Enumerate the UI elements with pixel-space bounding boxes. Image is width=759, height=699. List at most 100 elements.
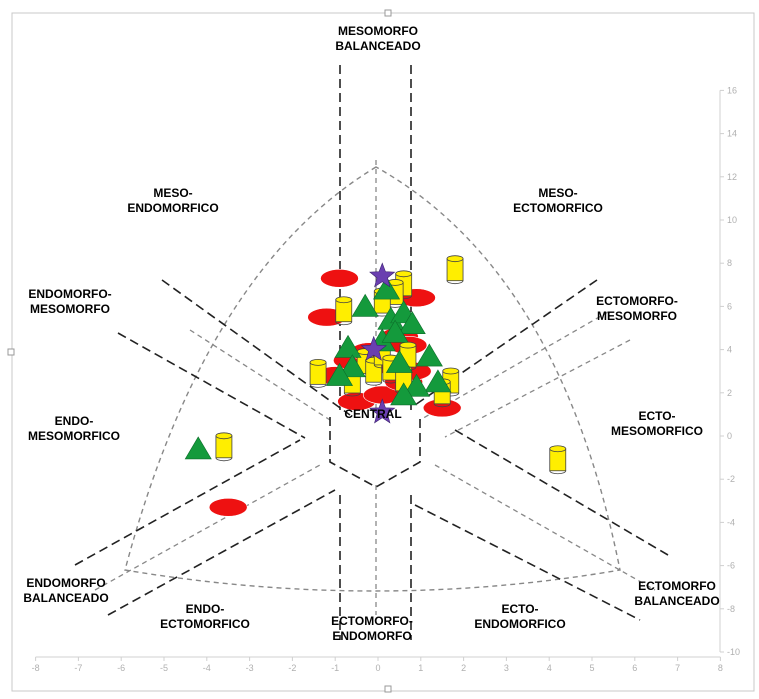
region-label-line: BALANCEADO bbox=[23, 591, 108, 605]
boundary-line bbox=[414, 504, 641, 621]
region-label-endomorfo-mesomorfo: ENDOMORFO-MESOMORFO bbox=[28, 287, 111, 316]
region-label-ecto-endomorfico: ECTO-ENDOMORFICO bbox=[474, 602, 565, 631]
cylinder-bottom bbox=[335, 321, 353, 326]
axes: -8 -7 -6 -5 -4 -3 -2 -1 0 1 2 3 4 5 6 7 81614121086420-2… bbox=[32, 85, 740, 673]
boundary-line bbox=[74, 439, 301, 566]
boundary-line bbox=[189, 329, 331, 421]
region-label-line: ENDO- bbox=[55, 414, 94, 428]
triangle-point bbox=[334, 334, 362, 358]
x-tick-label: 2 bbox=[461, 663, 466, 673]
cylinder-top bbox=[395, 270, 413, 278]
cylinder-bottom bbox=[446, 280, 464, 285]
region-label-endo-mesomorfico: ENDO-MESOMORFICO bbox=[28, 414, 120, 443]
x-tick-label: 7 bbox=[675, 663, 680, 673]
data-points bbox=[184, 255, 567, 517]
region-label-line: ENDOMORFO bbox=[26, 576, 105, 590]
cylinder-bottom bbox=[433, 403, 451, 408]
region-label-line: MESOMORFO bbox=[597, 309, 677, 323]
outer-boundary bbox=[124, 166, 621, 592]
ellipse-point bbox=[320, 269, 359, 288]
y-tick-label: 6 bbox=[727, 301, 732, 311]
frame-handle-bottom[interactable] bbox=[384, 685, 392, 693]
cylinder-top bbox=[442, 367, 460, 375]
region-label-line: ENDOMORFO bbox=[332, 629, 411, 643]
region-label-line: BALANCEADO bbox=[335, 39, 420, 53]
y-tick-label: 12 bbox=[727, 172, 737, 182]
region-label-line: ECTOMORFICO bbox=[513, 201, 603, 215]
y-tick-label: -6 bbox=[727, 561, 735, 571]
y-tick-label: 8 bbox=[727, 258, 732, 268]
triangle-point bbox=[402, 373, 431, 397]
region-label-line: ENDO- bbox=[186, 602, 225, 616]
region-labels: MESOMORFO BALANCEADOMESO-ENDOMORFICOMESO-… bbox=[23, 24, 719, 643]
triangle-point bbox=[325, 362, 354, 386]
x-tick-label: 3 bbox=[504, 663, 509, 673]
region-label-line: ECTOMORFICO bbox=[160, 617, 250, 631]
cylinder-point bbox=[446, 255, 464, 285]
region-label-meso-endomorfico: MESO-ENDOMORFICO bbox=[127, 186, 218, 215]
region-label-line: ECTOMORFO- bbox=[596, 294, 678, 308]
region-boundaries bbox=[74, 65, 669, 640]
triangle-point bbox=[390, 382, 418, 406]
region-label-line: MESO- bbox=[538, 186, 577, 200]
y-tick-label: -4 bbox=[727, 517, 735, 527]
cylinder-top bbox=[399, 341, 417, 349]
y-tick-label: 0 bbox=[727, 431, 732, 441]
region-label-endomorfo-balanceado: ENDOMORFO BALANCEADO bbox=[23, 576, 108, 605]
triangle-point bbox=[351, 293, 379, 317]
cylinder-point bbox=[215, 432, 233, 462]
boundary-line bbox=[117, 332, 306, 439]
region-label-line: ENDOMORFICO bbox=[127, 201, 218, 215]
y-tick-label: 2 bbox=[727, 388, 732, 398]
y-tick-label: 4 bbox=[727, 345, 732, 355]
cylinder-top bbox=[335, 296, 353, 304]
triangle-point bbox=[415, 343, 443, 367]
x-tick-label: 6 bbox=[632, 663, 637, 673]
triangle-point bbox=[184, 436, 212, 460]
x-tick-label: -1 bbox=[331, 663, 339, 673]
x-tick-label: 0 bbox=[375, 663, 380, 673]
frame-handle-top[interactable] bbox=[384, 9, 392, 17]
cylinder-point bbox=[309, 358, 327, 388]
cylinder-bottom bbox=[343, 392, 361, 397]
x-tick-label: -2 bbox=[288, 663, 296, 673]
y-tick-label: -8 bbox=[727, 604, 735, 614]
triangle-point bbox=[338, 354, 366, 378]
x-tick-label: -5 bbox=[160, 663, 168, 673]
region-label-line: MESOMORFICO bbox=[611, 424, 703, 438]
frame-handle-left[interactable] bbox=[7, 348, 15, 356]
cylinder-bottom bbox=[215, 457, 233, 462]
region-label-line: MESO- bbox=[153, 186, 192, 200]
boundary-line bbox=[161, 279, 351, 416]
cylinder-point bbox=[365, 356, 383, 386]
y-tick-label: 10 bbox=[727, 215, 737, 225]
y-tick-label: 14 bbox=[727, 129, 737, 139]
cylinder-top bbox=[309, 358, 327, 366]
triangle-point bbox=[424, 369, 452, 393]
x-tick-label: -3 bbox=[246, 663, 254, 673]
star-point bbox=[360, 335, 387, 361]
region-label-line: MESOMORFO bbox=[338, 24, 418, 38]
star-point bbox=[369, 262, 396, 288]
region-label-line: ECTOMORFO bbox=[638, 579, 716, 593]
x-tick-label: -8 bbox=[32, 663, 40, 673]
triangle-point bbox=[373, 276, 401, 300]
boundary-line bbox=[434, 464, 656, 591]
region-label-line: ECTO- bbox=[638, 409, 675, 423]
x-tick-label: -4 bbox=[203, 663, 211, 673]
x-tick-label: -7 bbox=[74, 663, 82, 673]
region-label-ectomorfo-mesomorfo: ECTOMORFO-MESOMORFO bbox=[596, 294, 678, 323]
region-label-meso-ectomorfico: MESO-ECTOMORFICO bbox=[513, 186, 603, 215]
x-tick-label: 1 bbox=[418, 663, 423, 673]
region-label-central: CENTRAL bbox=[344, 407, 401, 421]
boundary-line bbox=[107, 489, 336, 616]
x-tick-label: 8 bbox=[718, 663, 723, 673]
cylinder-bottom bbox=[309, 384, 327, 388]
region-label-line: ENDOMORFO- bbox=[28, 287, 111, 301]
y-tick-label: -2 bbox=[727, 474, 735, 484]
triangle-point bbox=[398, 311, 426, 334]
region-label-line: MESOMORFO bbox=[30, 302, 110, 316]
cylinder-top bbox=[215, 432, 233, 440]
x-tick-label: 5 bbox=[589, 663, 594, 673]
